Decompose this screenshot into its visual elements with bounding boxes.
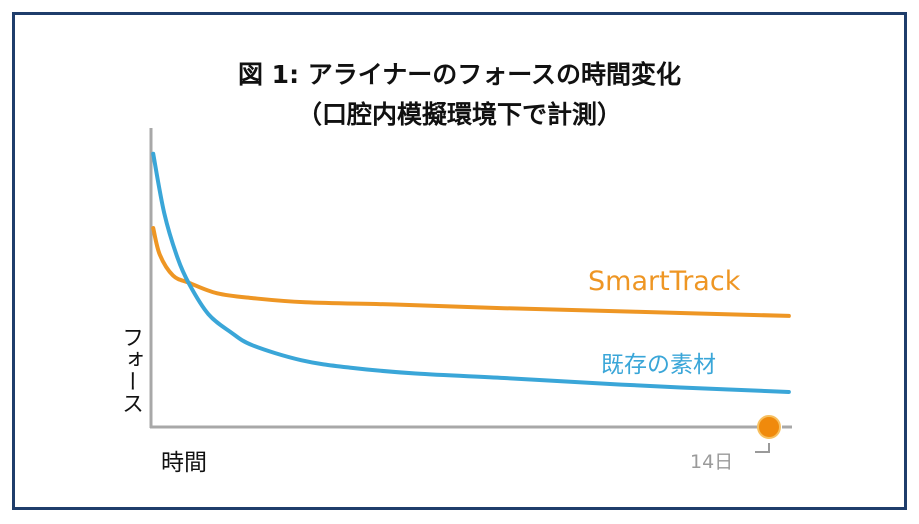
series-line-0	[151, 226, 791, 318]
chart-title: 図 1: アライナーのフォースの時間変化	[237, 60, 682, 89]
x-axis-label: 時間	[161, 450, 207, 476]
legend-smarttrack: SmartTrack	[588, 266, 741, 297]
y-axis-label: フォース	[118, 326, 143, 414]
series-line-1	[151, 151, 791, 394]
marker-bracket	[755, 443, 770, 453]
day-14-marker	[757, 415, 781, 439]
legend-existing-material: 既存の素材	[601, 352, 716, 378]
x-marker-label: 14日	[690, 451, 734, 473]
chart-subtitle: （口腔内模擬環境下で計測）	[296, 100, 622, 129]
